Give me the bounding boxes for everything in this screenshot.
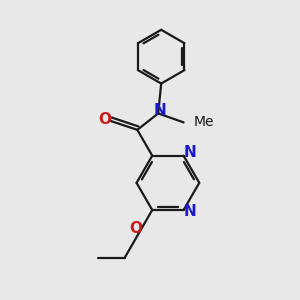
Text: Me: Me	[194, 116, 214, 129]
Text: N: N	[153, 103, 166, 118]
Text: O: O	[99, 112, 112, 127]
Text: N: N	[184, 204, 197, 219]
Text: O: O	[129, 221, 142, 236]
Text: N: N	[183, 145, 196, 160]
